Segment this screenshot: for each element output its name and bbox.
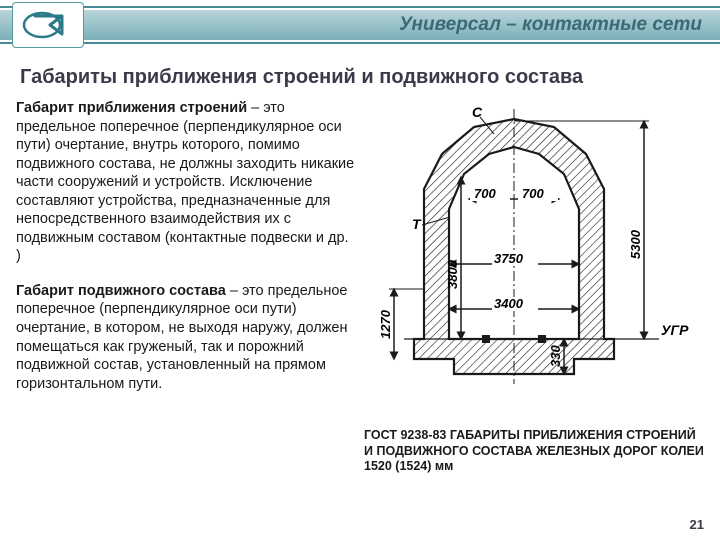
dim-700a: 700: [474, 186, 496, 201]
text-column: Габарит приближения строений – это преде…: [16, 99, 356, 475]
dim-3800: 3800: [445, 259, 460, 289]
rail-right: [538, 335, 546, 343]
page-number: 21: [690, 517, 704, 532]
paragraph-2: Габарит подвижного состава – это предель…: [16, 282, 356, 393]
header-rule-top: [0, 6, 720, 8]
p1-body: – это предельное поперечное (перпендикул…: [16, 100, 354, 264]
figure-column: УГР С Т 700 700 3750 3400 3800: [364, 99, 704, 475]
rail-left: [482, 335, 490, 343]
header: Универсал – контактные сети: [0, 0, 720, 52]
hatch-region: [414, 119, 614, 374]
content: Габарит приближения строений – это преде…: [0, 99, 720, 475]
label-t: Т: [412, 216, 422, 232]
p2-term: Габарит подвижного состава: [16, 283, 226, 299]
dim-3750: 3750: [494, 251, 524, 266]
dim-700b: 700: [522, 186, 544, 201]
dim-1270: 1270: [378, 309, 393, 339]
page-title: Габариты приближения строений и подвижно…: [0, 52, 720, 99]
dim-3400: 3400: [494, 296, 524, 311]
dim-330: 330: [548, 345, 563, 367]
paragraph-1: Габарит приближения строений – это преде…: [16, 99, 356, 266]
gauge-diagram: УГР С Т 700 700 3750 3400 3800: [364, 99, 694, 419]
header-title: Универсал – контактные сети: [399, 14, 702, 36]
label-c: С: [472, 104, 483, 120]
label-ugr: УГР: [661, 322, 689, 338]
p2-body: – это предельное поперечное (перпендикул…: [16, 283, 348, 392]
header-rule-bottom: [0, 42, 720, 44]
logo: [12, 2, 84, 48]
dim-5300: 5300: [628, 229, 643, 259]
p1-term: Габарит приближения строений: [16, 100, 247, 116]
logo-icon: [20, 8, 76, 42]
figure-caption: ГОСТ 9238-83 ГАБАРИТЫ ПРИБЛИЖЕНИЯ СТРОЕН…: [364, 428, 704, 475]
